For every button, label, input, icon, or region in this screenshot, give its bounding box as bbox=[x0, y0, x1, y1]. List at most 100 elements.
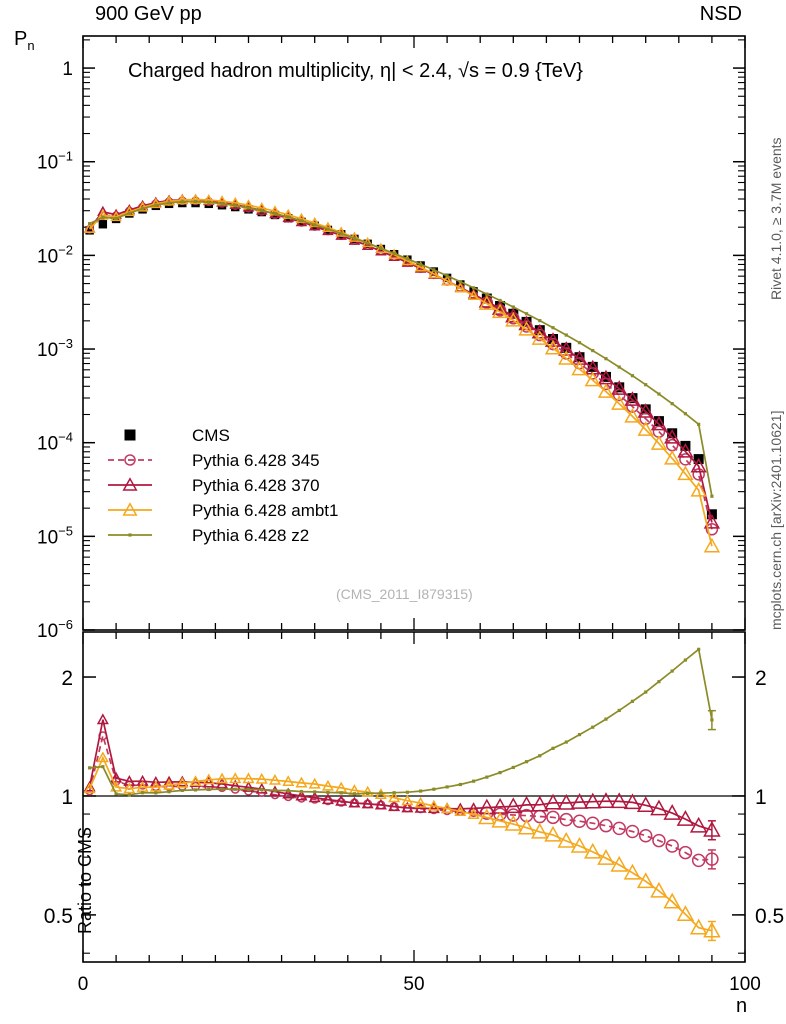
data-marker bbox=[544, 793, 562, 810]
data-marker bbox=[414, 261, 427, 272]
ratio-panel-series bbox=[88, 647, 714, 797]
data-marker bbox=[313, 790, 317, 794]
data-marker bbox=[123, 205, 136, 217]
data-marker bbox=[676, 905, 695, 921]
data-marker bbox=[432, 268, 436, 272]
data-marker bbox=[101, 215, 105, 219]
data-marker bbox=[467, 289, 480, 301]
data-marker bbox=[445, 785, 449, 789]
data-marker bbox=[98, 220, 108, 229]
data-marker bbox=[564, 333, 568, 337]
data-marker bbox=[268, 773, 282, 785]
data-marker bbox=[83, 780, 96, 792]
legend-label: CMS bbox=[192, 426, 230, 445]
data-marker bbox=[636, 796, 655, 813]
data-marker bbox=[577, 732, 582, 737]
data-marker bbox=[650, 415, 668, 431]
data-marker bbox=[491, 300, 509, 315]
data-marker bbox=[242, 772, 255, 784]
data-marker bbox=[538, 319, 542, 323]
data-marker bbox=[517, 818, 536, 835]
data-marker bbox=[193, 788, 198, 792]
series-line bbox=[88, 732, 712, 862]
analysis-id-watermark: (CMS_2011_I879315) bbox=[336, 586, 473, 602]
legend-entry[interactable] bbox=[124, 429, 136, 441]
data-marker bbox=[414, 796, 427, 808]
data-marker bbox=[124, 454, 136, 466]
data-marker bbox=[388, 800, 401, 812]
legend-entry[interactable] bbox=[108, 477, 152, 491]
data-marker bbox=[683, 658, 688, 662]
data-marker bbox=[242, 780, 255, 792]
data-marker bbox=[467, 808, 480, 819]
data-marker bbox=[96, 713, 109, 725]
data-marker bbox=[644, 690, 648, 694]
data-marker bbox=[623, 863, 642, 880]
data-marker bbox=[584, 371, 601, 387]
data-marker bbox=[627, 393, 638, 404]
data-marker bbox=[202, 776, 215, 788]
data-marker bbox=[597, 849, 615, 865]
legend-entry[interactable] bbox=[108, 533, 152, 537]
legend-label: Pythia 6.428 z2 bbox=[192, 526, 309, 545]
data-marker bbox=[339, 791, 343, 795]
series-line bbox=[88, 719, 713, 831]
data-marker bbox=[273, 212, 277, 216]
data-marker bbox=[326, 790, 330, 794]
data-marker bbox=[83, 222, 96, 233]
data-marker bbox=[220, 787, 224, 791]
data-marker bbox=[140, 791, 145, 795]
plot-title: Charged hadron multiplicity, η| < 2.4, √… bbox=[128, 60, 583, 82]
data-marker bbox=[491, 303, 509, 319]
data-marker bbox=[154, 203, 158, 207]
data-marker bbox=[454, 282, 467, 293]
data-marker bbox=[432, 787, 436, 791]
legend-label: Pythia 6.428 ambt1 bbox=[192, 501, 338, 520]
main-panel-series bbox=[85, 196, 719, 536]
data-marker bbox=[703, 537, 721, 553]
data-marker bbox=[361, 785, 374, 797]
data-marker bbox=[83, 782, 96, 794]
data-marker bbox=[697, 647, 701, 651]
data-marker bbox=[703, 513, 721, 529]
data-marker bbox=[657, 680, 661, 684]
data-marker bbox=[636, 872, 655, 889]
data-marker bbox=[617, 708, 621, 713]
legend-entry[interactable] bbox=[108, 502, 152, 516]
data-marker bbox=[546, 810, 560, 825]
data-marker bbox=[597, 792, 615, 808]
data-marker bbox=[127, 793, 131, 797]
data-marker bbox=[366, 791, 370, 796]
data-marker bbox=[597, 383, 615, 398]
y-axis-label-main: Pn bbox=[14, 28, 35, 53]
data-marker bbox=[679, 453, 692, 466]
data-marker bbox=[611, 380, 628, 395]
data-marker bbox=[167, 790, 171, 794]
data-marker bbox=[335, 794, 348, 806]
data-marker bbox=[246, 787, 251, 791]
y-tick-label-ratio: 1 bbox=[61, 786, 73, 809]
data-marker bbox=[127, 211, 131, 215]
data-marker bbox=[229, 198, 242, 210]
data-marker bbox=[207, 787, 211, 791]
data-marker bbox=[610, 792, 628, 809]
data-marker bbox=[531, 330, 548, 345]
legend-entry[interactable] bbox=[108, 454, 152, 466]
data-marker bbox=[454, 805, 467, 816]
data-marker bbox=[505, 312, 522, 327]
data-marker bbox=[611, 395, 628, 410]
data-marker bbox=[233, 203, 237, 208]
data-marker bbox=[246, 206, 251, 210]
y-axis-label-main-text: P bbox=[14, 28, 28, 50]
data-marker bbox=[663, 804, 681, 820]
data-marker bbox=[233, 787, 237, 791]
data-marker bbox=[295, 776, 308, 788]
data-marker bbox=[478, 808, 496, 825]
data-marker bbox=[626, 400, 639, 413]
data-marker bbox=[623, 793, 642, 810]
data-marker bbox=[650, 799, 668, 816]
data-marker bbox=[485, 292, 489, 296]
legend-label: Pythia 6.428 370 bbox=[192, 476, 320, 495]
data-marker bbox=[518, 320, 535, 336]
